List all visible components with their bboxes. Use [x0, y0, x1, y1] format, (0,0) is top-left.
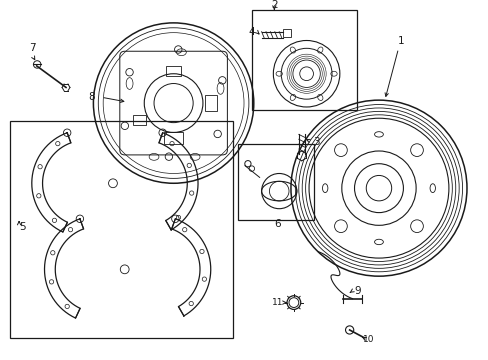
Text: 4: 4: [248, 27, 255, 37]
Text: 3: 3: [312, 137, 319, 147]
Text: 8: 8: [88, 92, 95, 102]
Bar: [204, 95, 216, 111]
Bar: [251, 10, 357, 110]
Text: 2: 2: [270, 0, 277, 10]
Text: 5: 5: [20, 222, 26, 232]
Text: 9: 9: [353, 286, 360, 296]
Text: 7: 7: [29, 43, 36, 53]
Bar: [283, 29, 290, 37]
Text: 10: 10: [363, 335, 374, 344]
Text: 1: 1: [397, 36, 404, 46]
Bar: [10, 121, 233, 338]
Bar: [165, 66, 181, 76]
Bar: [132, 115, 146, 125]
Text: 6: 6: [273, 219, 280, 229]
Bar: [163, 132, 183, 144]
Bar: [238, 144, 314, 220]
Text: 11: 11: [271, 298, 283, 307]
